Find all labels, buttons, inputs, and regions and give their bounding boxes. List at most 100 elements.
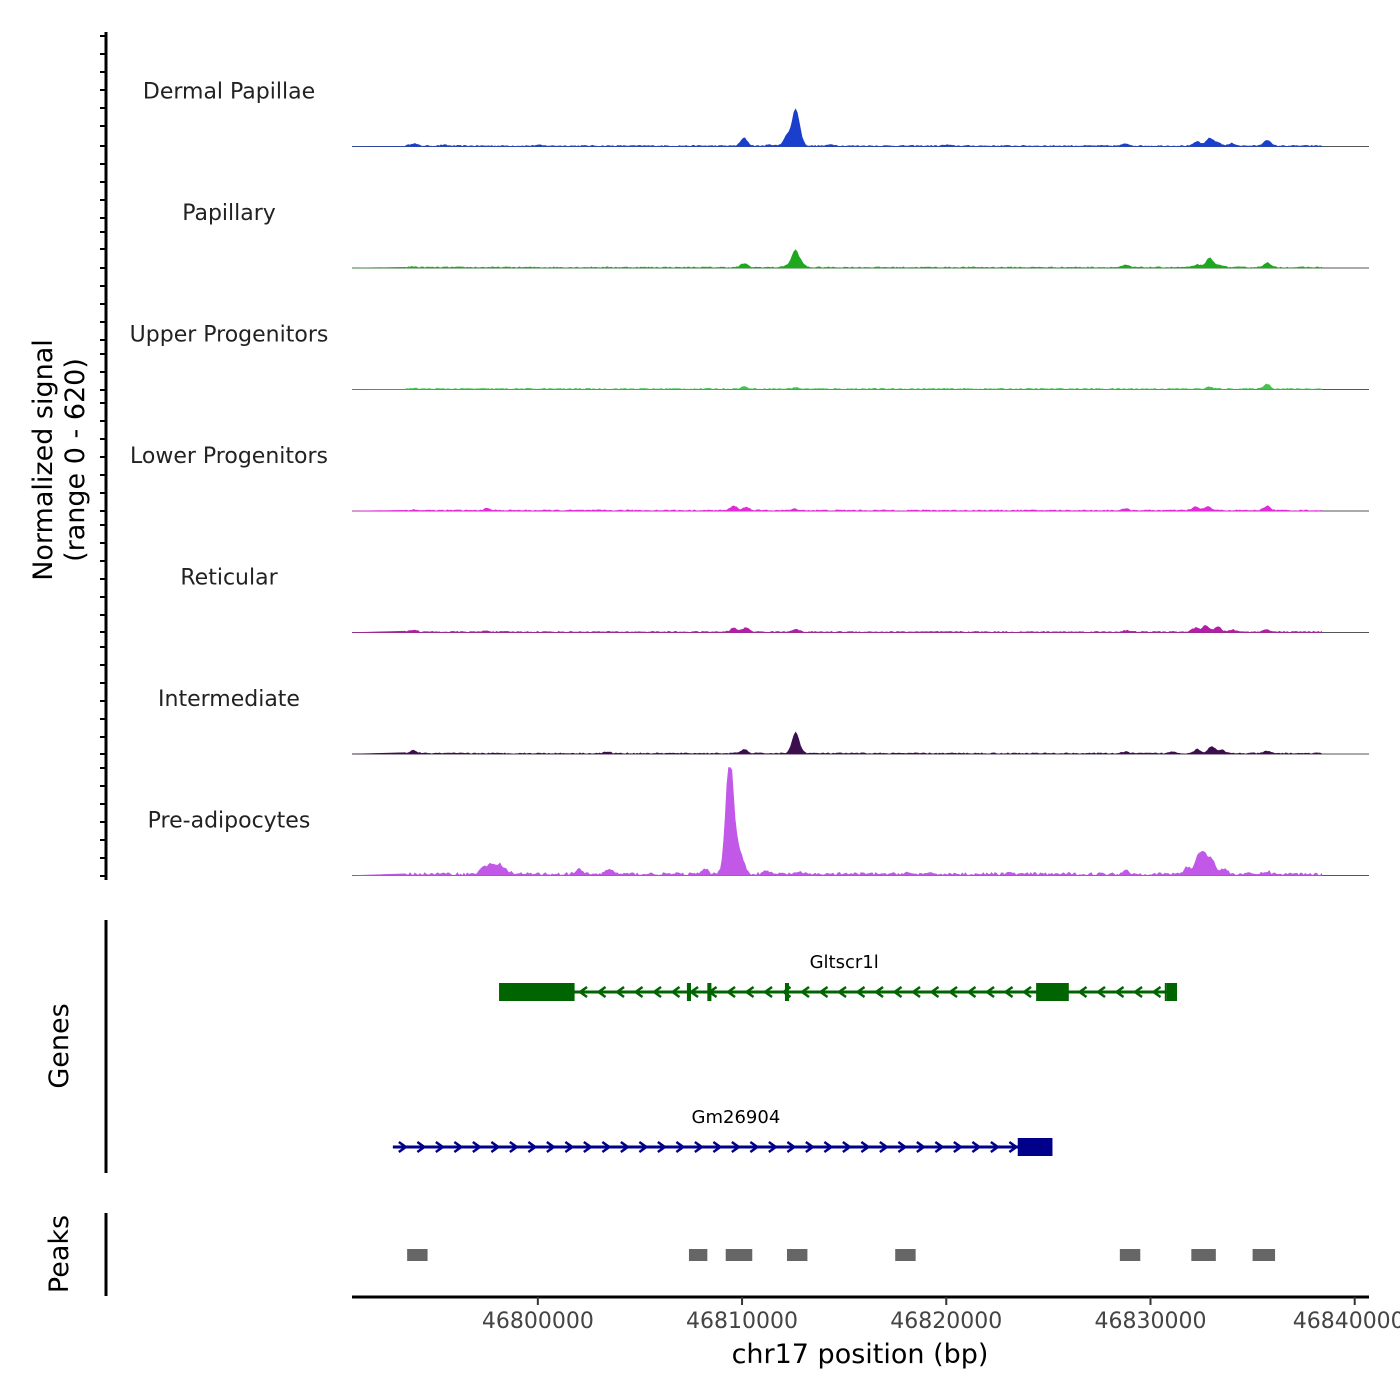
x-axis-label: chr17 position (bp)	[732, 1339, 989, 1370]
strand-chevron	[1003, 985, 1014, 999]
strand-chevron	[971, 1140, 982, 1154]
strand-chevron	[823, 1140, 834, 1154]
x-tick-label: 46840000	[1293, 1309, 1400, 1334]
exon	[1036, 983, 1069, 1001]
strand-chevron	[934, 1140, 945, 1154]
coverage-area	[351, 249, 1323, 269]
peak-region	[725, 1249, 753, 1261]
strand-chevron	[749, 1140, 760, 1154]
track-2: Upper Progenitors	[130, 323, 1369, 390]
strand-chevron	[596, 985, 607, 999]
strand-chevron	[577, 985, 588, 999]
exon	[499, 983, 575, 1001]
exon	[784, 983, 790, 1001]
strand-chevron	[860, 1140, 871, 1154]
strand-chevron	[818, 985, 829, 999]
track-label: Pre-adipocytes	[148, 809, 311, 834]
strand-chevron	[633, 985, 644, 999]
strand-chevron	[990, 1140, 1000, 1154]
exon	[707, 983, 712, 1001]
strand-chevron	[1021, 985, 1032, 999]
track-label: Dermal Papillae	[143, 80, 315, 105]
coverage-area	[351, 383, 1323, 390]
gene-1: Gm26904	[392, 1107, 1053, 1156]
strand-chevron	[762, 985, 773, 999]
strand-chevron	[1008, 1140, 1019, 1154]
strand-chevron	[916, 1140, 926, 1154]
exon	[686, 983, 691, 1001]
exon	[1166, 983, 1178, 1001]
y-axis-range-label: (range 0 - 620)	[60, 358, 91, 562]
genes-track-label: Genes	[44, 1003, 75, 1088]
strand-chevron	[744, 985, 755, 999]
strand-chevron	[947, 985, 958, 999]
strand-chevron	[892, 985, 903, 999]
track-label: Intermediate	[158, 687, 300, 712]
strand-chevron	[873, 985, 884, 999]
strand-chevron	[836, 985, 847, 999]
coverage-area	[351, 731, 1323, 755]
strand-chevron	[398, 1140, 408, 1154]
strand-chevron	[712, 1140, 723, 1154]
strand-chevron	[416, 1140, 427, 1154]
track-4: Reticular	[180, 566, 1369, 633]
strand-chevron	[984, 985, 995, 999]
coverage-tracks: Dermal Papillae Papillary Upper Progenitor…	[130, 80, 1369, 877]
track-label: Lower Progenitors	[130, 444, 328, 469]
exon	[1017, 1138, 1053, 1156]
x-tick-label: 46830000	[1094, 1309, 1206, 1334]
strand-chevron	[546, 1140, 556, 1154]
strand-chevron	[897, 1140, 908, 1154]
signal-y-axis	[100, 32, 108, 880]
peak-region	[688, 1249, 708, 1261]
strand-chevron	[657, 1140, 667, 1154]
strand-chevron	[799, 985, 810, 999]
strand-chevron	[1095, 985, 1106, 999]
strand-chevron	[490, 1140, 501, 1154]
strand-chevron	[842, 1140, 852, 1154]
strand-chevron	[879, 1140, 889, 1154]
peaks-track-label: Peaks	[44, 1215, 75, 1293]
strand-chevron	[670, 985, 681, 999]
x-tick-label: 46800000	[482, 1309, 594, 1334]
strand-chevron	[435, 1140, 445, 1154]
x-axis: 46800000 46810000 46820000 46830000 46840000	[352, 1295, 1400, 1334]
strand-chevron	[601, 1140, 612, 1154]
peak-region	[895, 1249, 916, 1261]
strand-chevron	[472, 1140, 482, 1154]
peak-region	[1191, 1249, 1216, 1261]
strand-chevron	[614, 985, 625, 999]
strand-chevron	[1077, 985, 1088, 999]
strand-chevron	[768, 1140, 778, 1154]
coverage-area	[351, 625, 1323, 633]
gene-name: Gm26904	[692, 1107, 781, 1128]
strand-chevron	[929, 985, 940, 999]
coverage-area	[351, 505, 1323, 512]
peak-region	[1119, 1249, 1141, 1261]
strand-chevron	[953, 1140, 963, 1154]
strand-chevron	[509, 1140, 519, 1154]
strand-chevron	[583, 1140, 593, 1154]
y-axis-label: Normalized signal	[28, 339, 59, 581]
gene-0: Gltscr1l	[499, 952, 1178, 1001]
track-5: Intermediate	[158, 687, 1369, 755]
strand-chevron	[855, 985, 866, 999]
strand-chevron	[620, 1140, 630, 1154]
track-0: Dermal Papillae	[143, 80, 1369, 147]
gene-name: Gltscr1l	[810, 952, 879, 973]
strand-chevron	[694, 1140, 704, 1154]
peak-regions-track	[407, 1249, 1276, 1261]
strand-chevron	[453, 1140, 464, 1154]
strand-chevron	[1151, 985, 1162, 999]
coverage-area	[351, 108, 1323, 147]
peak-region	[407, 1249, 428, 1261]
strand-chevron	[786, 1140, 797, 1154]
peak-region	[1252, 1249, 1276, 1261]
strand-chevron	[564, 1140, 575, 1154]
x-tick-label: 46810000	[686, 1309, 798, 1334]
strand-chevron	[805, 1140, 815, 1154]
strand-chevron	[675, 1140, 686, 1154]
y-axis-title: Normalized signal (range 0 - 620)	[28, 339, 91, 581]
x-tick-label: 46820000	[890, 1309, 1002, 1334]
strand-chevron	[1114, 985, 1125, 999]
